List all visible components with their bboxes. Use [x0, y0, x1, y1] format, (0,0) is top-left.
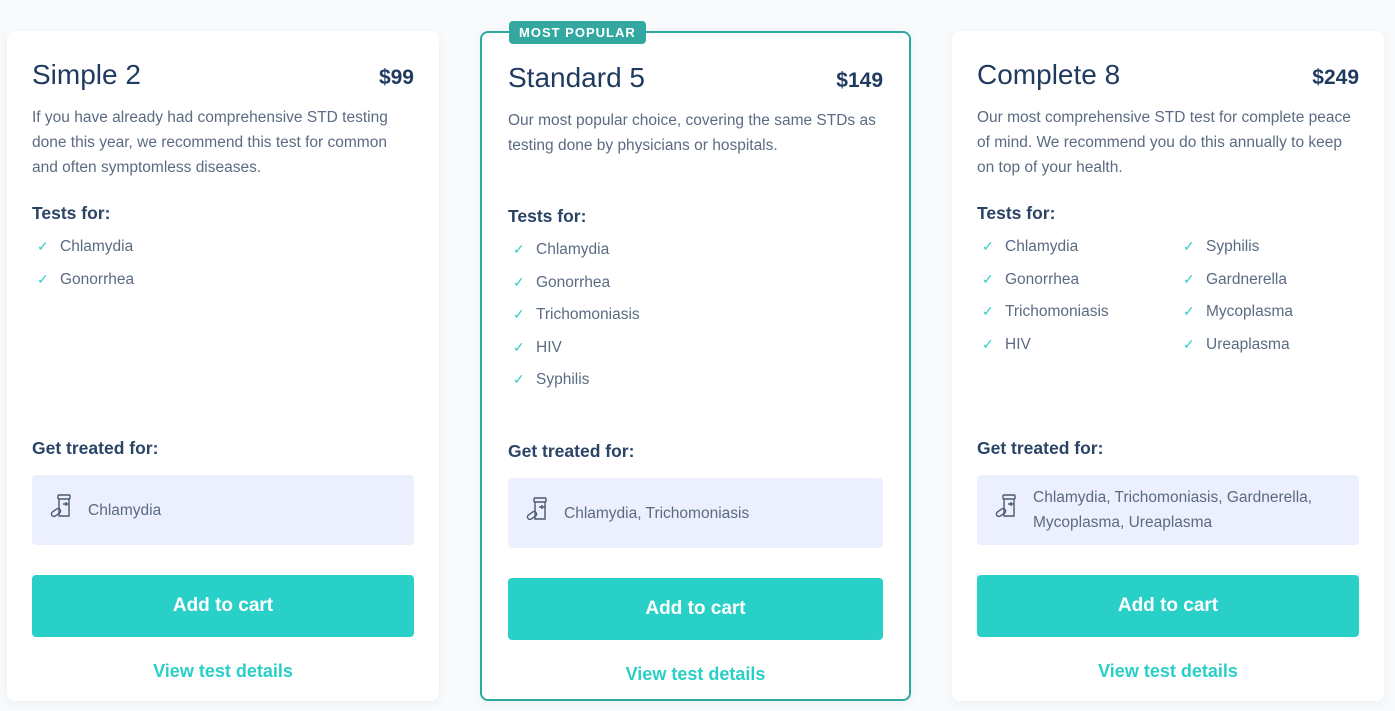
- treatment-list: Chlamydia, Trichomoniasis, Gardnerella, …: [1033, 489, 1313, 531]
- check-icon: ✓: [1183, 270, 1195, 287]
- check-icon: ✓: [982, 335, 994, 352]
- treatment-box: Chlamydia: [32, 475, 414, 545]
- treated-heading: Get treated for:: [977, 438, 1104, 458]
- plan-card: MOST POPULAR Standard 5 $149 Our most popu…: [480, 21, 911, 701]
- list-item: ✓ Chlamydia: [977, 238, 1158, 271]
- list-item: ✓ Syphilis: [1178, 238, 1359, 271]
- plan-description: If you have already had comprehensive ST…: [32, 109, 388, 176]
- treatment-list: Chlamydia, Trichomoniasis: [564, 504, 750, 522]
- list-item: ✓ Gonorrhea: [508, 274, 883, 307]
- test-name: Gonorrhea: [1005, 270, 1080, 288]
- add-to-cart-button[interactable]: Add to cart: [977, 575, 1359, 637]
- plan-name: Complete 8: [977, 59, 1121, 90]
- most-popular-badge: MOST POPULAR: [509, 21, 646, 44]
- list-item: ✓ Syphilis: [508, 371, 883, 404]
- add-to-cart-button[interactable]: Add to cart: [32, 575, 414, 637]
- check-icon: ✓: [37, 238, 49, 254]
- test-name: Trichomoniasis: [1005, 303, 1109, 320]
- tests-list: ✓ Chlamydia ✓ Gonorrhea: [32, 238, 414, 426]
- plan-name: Standard 5: [508, 62, 645, 93]
- tests-heading: Tests for:: [977, 203, 1056, 223]
- list-item: ✓ Gardnerella: [1178, 271, 1359, 304]
- treatment-list: Chlamydia: [88, 501, 162, 519]
- test-name: Chlamydia: [60, 238, 134, 255]
- treatment-box: Chlamydia, Trichomoniasis: [508, 478, 883, 548]
- list-item: ✓ Trichomoniasis: [508, 306, 883, 339]
- tests-list: ✓ Chlamydia ✓ Gonorrhea ✓ Trichomoniasis ✓ HIV ✓…: [508, 241, 883, 429]
- treatment-box: Chlamydia, Trichomoniasis, Gardnerella, …: [977, 475, 1359, 545]
- list-item: ✓ Gonorrhea: [32, 271, 414, 304]
- plan-name: Simple 2: [32, 59, 141, 90]
- list-item: ✓ Ureaplasma: [1178, 336, 1359, 369]
- check-icon: ✓: [37, 270, 49, 287]
- treated-heading: Get treated for:: [32, 438, 159, 458]
- list-item: ✓ Chlamydia: [32, 238, 414, 271]
- list-item: ✓ Chlamydia: [508, 241, 883, 274]
- check-icon: ✓: [513, 306, 525, 322]
- treated-heading: Get treated for:: [508, 441, 635, 461]
- check-icon: ✓: [1183, 335, 1195, 352]
- check-icon: ✓: [982, 270, 994, 287]
- list-item: ✓ Mycoplasma: [1178, 303, 1359, 336]
- medicine-bottle-icon: [526, 496, 550, 530]
- test-name: Trichomoniasis: [536, 306, 640, 323]
- plan-card: Complete 8 $249 Our most comprehensive ST…: [952, 31, 1384, 701]
- view-test-details-link[interactable]: View test details: [1098, 661, 1238, 681]
- test-name: Syphilis: [1206, 238, 1260, 255]
- plan-description: Our most comprehensive STD test for comp…: [977, 109, 1351, 176]
- tests-list: ✓ Chlamydia ✓ Gonorrhea ✓ Trichomoniasis ✓ HIV ✓…: [977, 238, 1359, 426]
- check-icon: ✓: [982, 303, 994, 319]
- check-icon: ✓: [513, 338, 525, 355]
- test-name: Chlamydia: [536, 241, 610, 258]
- list-item: ✓ HIV: [508, 339, 883, 372]
- check-icon: ✓: [1183, 238, 1195, 254]
- view-test-details-link[interactable]: View test details: [625, 664, 766, 684]
- medicine-bottle-icon: [50, 493, 74, 527]
- plan-card: Simple 2 $99 If you have already had comp…: [7, 31, 439, 701]
- plan-description: Our most popular choice, covering the sa…: [508, 112, 876, 154]
- check-icon: ✓: [1183, 303, 1195, 319]
- list-item: ✓ Gonorrhea: [977, 271, 1158, 304]
- check-icon: ✓: [513, 371, 525, 387]
- check-icon: ✓: [513, 273, 525, 290]
- add-to-cart-button[interactable]: Add to cart: [508, 578, 883, 640]
- check-icon: ✓: [513, 241, 525, 257]
- test-name: Gonorrhea: [60, 270, 135, 288]
- medicine-bottle-icon: [995, 493, 1019, 527]
- plan-price: $249: [1312, 66, 1359, 89]
- test-name: HIV: [1005, 335, 1031, 353]
- plan-price: $99: [378, 66, 414, 89]
- test-name: Syphilis: [536, 371, 590, 388]
- list-item: ✓ HIV: [977, 336, 1158, 369]
- plan-price: $149: [836, 69, 883, 92]
- test-name: Gonorrhea: [536, 273, 611, 291]
- test-name: Chlamydia: [1005, 238, 1079, 255]
- tests-heading: Tests for:: [508, 206, 587, 226]
- test-name: Ureaplasma: [1206, 335, 1290, 353]
- list-item: ✓ Trichomoniasis: [977, 303, 1158, 336]
- view-test-details-link[interactable]: View test details: [153, 661, 293, 681]
- test-name: Mycoplasma: [1206, 303, 1293, 320]
- test-name: HIV: [536, 338, 562, 356]
- check-icon: ✓: [982, 238, 994, 254]
- tests-heading: Tests for:: [32, 203, 111, 223]
- test-name: Gardnerella: [1206, 270, 1287, 288]
